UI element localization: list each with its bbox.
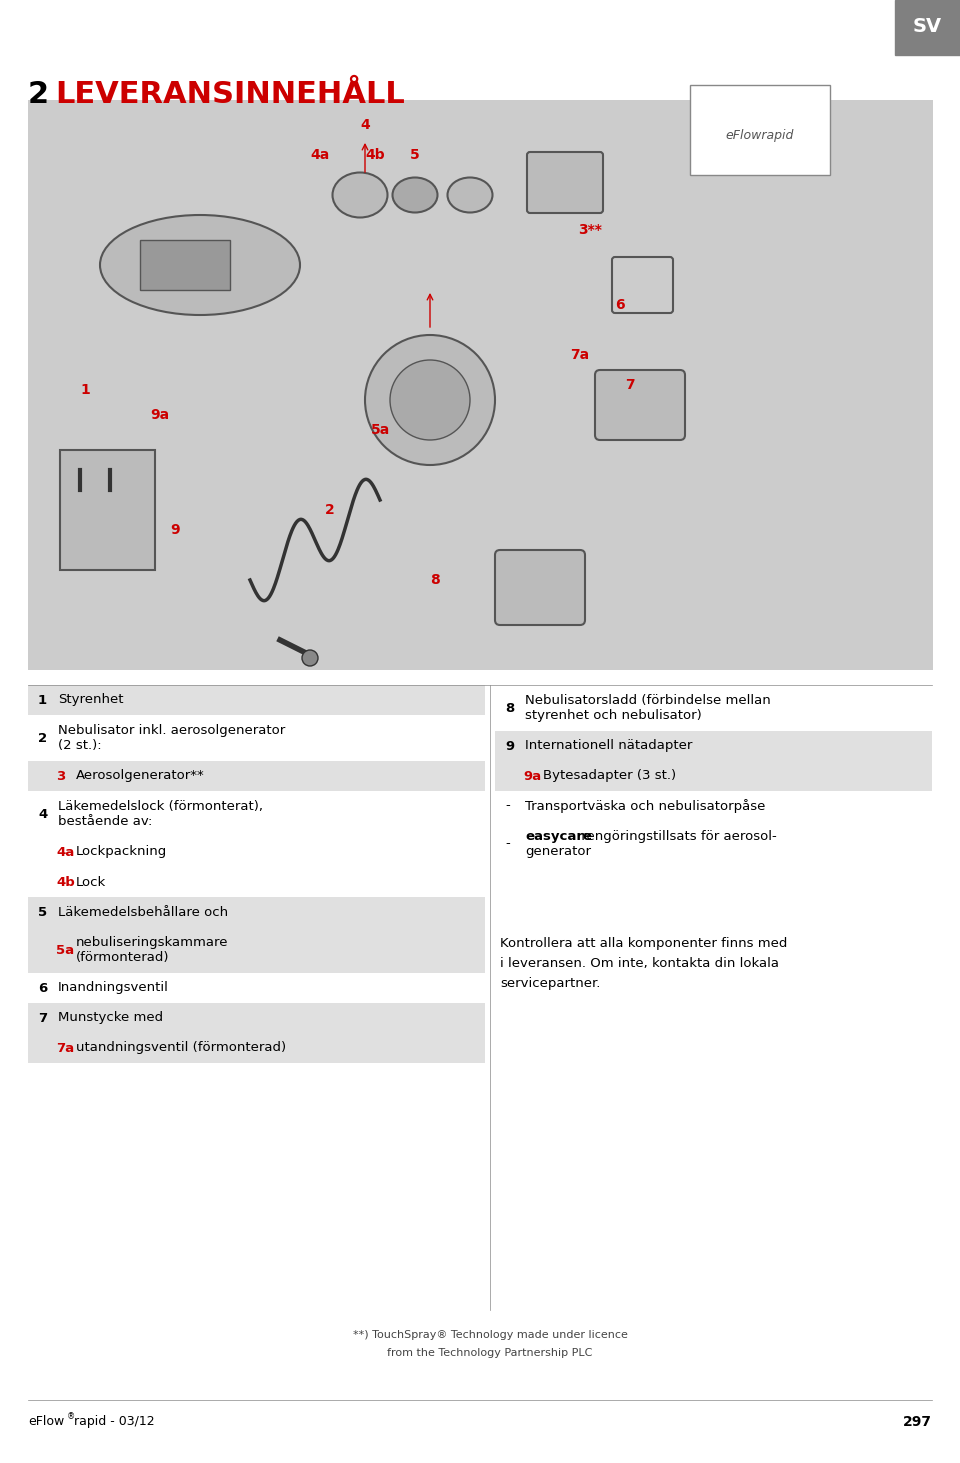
Bar <box>28 897 485 928</box>
Text: 4a: 4a <box>310 148 329 162</box>
Ellipse shape <box>100 215 300 315</box>
Text: 5: 5 <box>38 906 47 919</box>
Text: 2: 2 <box>325 503 335 516</box>
Bar <box>140 240 230 290</box>
Bar <box>28 973 485 1004</box>
Text: 4: 4 <box>38 808 47 821</box>
Text: 9a: 9a <box>151 408 170 421</box>
Text: rapid - 03/12: rapid - 03/12 <box>74 1415 155 1428</box>
Text: Läkemedelsbehållare och: Läkemedelsbehållare och <box>58 906 228 919</box>
Text: easycare: easycare <box>525 830 592 843</box>
Text: Munstycke med: Munstycke med <box>58 1011 163 1024</box>
Text: generator: generator <box>525 846 591 859</box>
Text: 4: 4 <box>360 119 370 132</box>
Bar <box>495 685 932 732</box>
Text: 7: 7 <box>625 377 635 392</box>
Circle shape <box>302 650 318 666</box>
Bar <box>28 685 485 715</box>
Bar <box>28 837 485 868</box>
Text: -: - <box>505 837 510 850</box>
FancyBboxPatch shape <box>495 550 585 625</box>
Text: Aerosolgenerator**: Aerosolgenerator** <box>76 770 204 783</box>
Text: 5a: 5a <box>371 423 390 437</box>
Bar <box>690 85 830 176</box>
FancyBboxPatch shape <box>527 152 603 214</box>
Text: bestående av:: bestående av: <box>58 815 153 828</box>
Ellipse shape <box>332 173 388 218</box>
Text: servicepartner.: servicepartner. <box>500 977 600 990</box>
Text: 7a: 7a <box>570 348 589 361</box>
FancyBboxPatch shape <box>612 257 673 313</box>
Text: -: - <box>505 799 510 812</box>
Text: 4a: 4a <box>56 846 74 859</box>
Text: styrenhet och nebulisator): styrenhet och nebulisator) <box>525 710 702 723</box>
Text: 1: 1 <box>80 383 90 396</box>
Text: 6: 6 <box>615 298 625 312</box>
Text: 4b: 4b <box>365 148 385 162</box>
Bar <box>495 791 932 821</box>
Bar <box>895 0 960 56</box>
Text: 5a: 5a <box>56 944 74 957</box>
Text: Nebulisator inkl. aerosolgenerator: Nebulisator inkl. aerosolgenerator <box>58 724 285 737</box>
Text: ®: ® <box>67 1412 75 1421</box>
Text: LEVERANSINNEHÅLL: LEVERANSINNEHÅLL <box>55 80 405 110</box>
Text: Transportväska och nebulisatorpåse: Transportväska och nebulisatorpåse <box>525 799 765 813</box>
Text: Lock: Lock <box>76 875 107 888</box>
Text: 7: 7 <box>38 1011 47 1024</box>
Bar <box>495 732 932 761</box>
Bar <box>28 868 485 897</box>
Text: (förmonterad): (förmonterad) <box>76 951 170 964</box>
Text: 1: 1 <box>38 693 47 707</box>
Ellipse shape <box>447 177 492 212</box>
Bar <box>495 821 932 868</box>
Text: 297: 297 <box>903 1415 932 1429</box>
Text: Nebulisatorsladd (förbindelse mellan: Nebulisatorsladd (förbindelse mellan <box>525 693 771 707</box>
Bar <box>28 1033 485 1064</box>
Text: (2 st.):: (2 st.): <box>58 739 102 752</box>
Text: 5: 5 <box>410 148 420 162</box>
Text: Läkemedelslock (förmonterat),: Läkemedelslock (förmonterat), <box>58 800 263 813</box>
Text: 3: 3 <box>56 770 65 783</box>
Text: i leveransen. Om inte, kontakta din lokala: i leveransen. Om inte, kontakta din loka… <box>500 957 779 970</box>
Text: 8: 8 <box>430 573 440 587</box>
Text: SV: SV <box>912 18 942 37</box>
Text: 9a: 9a <box>523 770 541 783</box>
Bar <box>495 761 932 791</box>
Text: nebuliseringskammare: nebuliseringskammare <box>76 936 228 949</box>
Bar <box>28 791 485 837</box>
Text: Kontrollera att alla komponenter finns med: Kontrollera att alla komponenter finns m… <box>500 936 787 949</box>
Text: eFlow: eFlow <box>28 1415 64 1428</box>
Text: 9: 9 <box>170 522 180 537</box>
Text: 4b: 4b <box>56 875 75 888</box>
Bar <box>28 761 485 791</box>
Text: Inandningsventil: Inandningsventil <box>58 982 169 995</box>
Text: rengöringstillsats för aerosol-: rengöringstillsats för aerosol- <box>577 830 777 843</box>
Text: 2: 2 <box>38 732 47 745</box>
Text: eFlowrapid: eFlowrapid <box>726 129 794 142</box>
Ellipse shape <box>390 360 470 440</box>
Text: 2: 2 <box>28 80 49 110</box>
Text: 8: 8 <box>505 701 515 714</box>
Bar <box>60 451 155 571</box>
Text: 9: 9 <box>505 739 515 752</box>
Ellipse shape <box>393 177 438 212</box>
Text: 3**: 3** <box>578 222 602 237</box>
Text: 7a: 7a <box>56 1042 74 1055</box>
Bar <box>28 715 485 761</box>
Text: **) TouchSpray® Technology made under licence: **) TouchSpray® Technology made under li… <box>352 1330 628 1340</box>
Text: utandningsventil (förmonterad): utandningsventil (förmonterad) <box>76 1042 286 1055</box>
Text: from the Technology Partnership PLC: from the Technology Partnership PLC <box>387 1347 592 1358</box>
Text: Styrenhet: Styrenhet <box>58 693 124 707</box>
Bar <box>28 1004 485 1033</box>
Text: Internationell nätadapter: Internationell nätadapter <box>525 739 692 752</box>
Bar <box>28 928 485 973</box>
FancyBboxPatch shape <box>595 370 685 440</box>
Text: 6: 6 <box>38 982 47 995</box>
Bar <box>28 99 933 670</box>
Text: Bytesadapter (3 st.): Bytesadapter (3 st.) <box>543 770 676 783</box>
Ellipse shape <box>365 335 495 465</box>
Text: Lockpackning: Lockpackning <box>76 846 167 859</box>
